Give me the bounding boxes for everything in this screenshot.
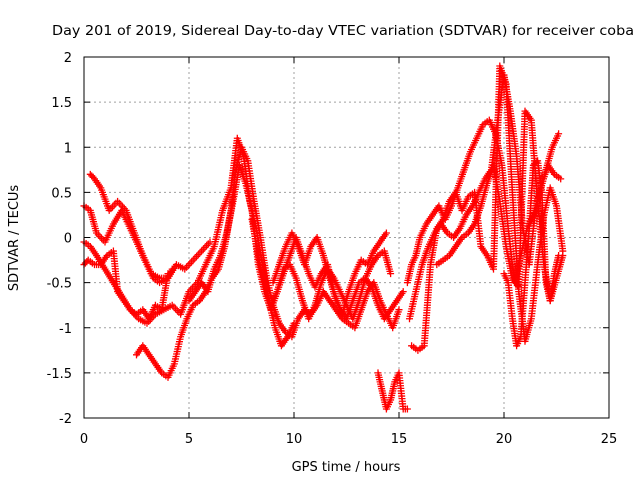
data-point xyxy=(395,306,403,314)
series-track-3 xyxy=(86,170,176,282)
x-tick-label: 10 xyxy=(286,432,303,447)
axis-ticks: 0 5 10 15 20 25 -2 -1.5 -1 -0.5 0 0.5 1 1.5 2 xyxy=(47,51,618,447)
series-track-9 xyxy=(374,369,411,413)
y-tick-label: 2 xyxy=(64,51,72,66)
data-point xyxy=(387,270,395,278)
y-tick-label: 1.5 xyxy=(51,96,72,111)
y-axis-label: SDTVAR / TECUs xyxy=(7,185,22,292)
x-tick-label: 0 xyxy=(80,432,88,447)
y-tick-label: 1 xyxy=(64,141,72,156)
chart-title: Day 201 of 2019, Sidereal Day-to-day VTE… xyxy=(52,24,634,39)
data-point xyxy=(168,265,176,273)
series-track-4 xyxy=(80,134,298,350)
series-track-1 xyxy=(80,202,214,287)
series-track-7 xyxy=(248,215,395,323)
y-tick-label: 0.5 xyxy=(51,186,72,201)
data-point xyxy=(555,130,563,138)
x-axis-label: GPS time / hours xyxy=(292,460,401,475)
grid-lines xyxy=(84,57,609,418)
data-points xyxy=(80,62,567,413)
data-point xyxy=(557,175,565,183)
y-tick-label: -1 xyxy=(59,322,72,337)
data-point xyxy=(399,288,407,296)
data-point xyxy=(555,252,563,260)
data-point xyxy=(382,229,390,237)
data-point xyxy=(403,405,411,413)
series-track-14 xyxy=(500,157,563,350)
x-tick-label: 25 xyxy=(601,432,618,447)
x-tick-label: 5 xyxy=(185,432,193,447)
x-tick-label: 20 xyxy=(496,432,513,447)
y-tick-label: -0.5 xyxy=(47,277,72,292)
x-tick-label: 15 xyxy=(391,432,408,447)
y-tick-label: -1.5 xyxy=(47,367,72,382)
y-tick-label: 0 xyxy=(64,232,72,247)
y-tick-label: -2 xyxy=(59,412,72,427)
series-track-8 xyxy=(269,229,390,318)
